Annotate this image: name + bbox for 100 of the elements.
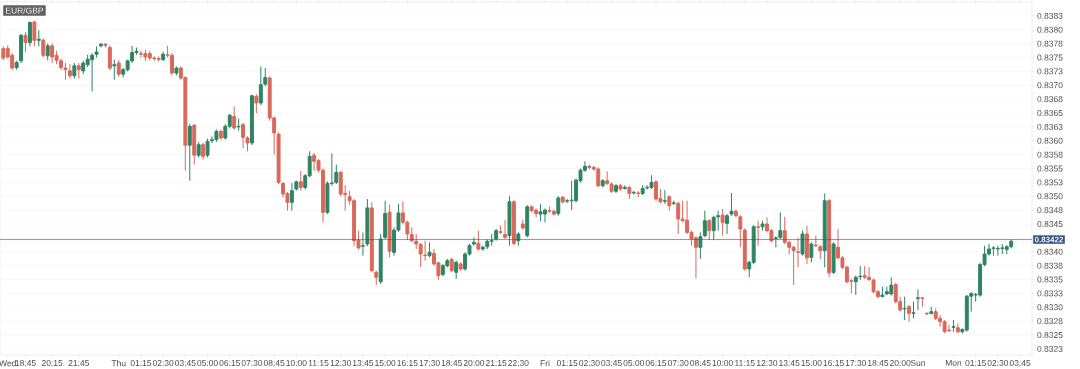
candlestick [880,286,885,298]
candlestick [1000,243,1005,255]
candlestick [853,275,858,296]
x-tick-label: 20:15 [41,360,63,367]
candlestick [249,94,254,146]
x-tick-label: 21:15 [485,360,507,367]
candlestick [822,192,827,268]
y-tick-label: 0.8370 [1037,82,1063,89]
y-tick-label: 0.8380 [1037,26,1063,33]
candlestick [662,189,667,205]
candlestick [760,220,765,232]
candlestick [369,201,374,273]
y-tick-label: 0.8363 [1037,123,1063,130]
candlestick [538,203,543,222]
x-tick-label: 12:30 [757,360,778,367]
candlestick [41,37,46,58]
candlestick [67,63,72,80]
candlestick [116,59,121,78]
candlestick [525,204,530,238]
y-tick-label: 0.8348 [1037,207,1063,214]
candlestick [72,62,77,80]
candlestick [489,233,494,247]
y-tick-label: 0.8333 [1037,290,1063,297]
x-tick-label: 08:45 [263,360,285,367]
x-tick-label: 22:30 [508,360,529,367]
candlestick [27,20,32,47]
x-tick-label: 10:00 [712,360,733,367]
candlestick [50,43,55,64]
candlestick [711,215,716,241]
candlestick [889,276,894,297]
x-tick-label: 13:45 [352,360,374,367]
candlestick [99,42,103,49]
x-tick-label: 11:15 [308,360,329,366]
candlestick [547,205,552,214]
candlestick [560,195,565,204]
candlestick [236,118,241,132]
x-tick-label: 16:15 [397,360,418,367]
x-tick-label: 21:45 [68,360,90,367]
x-tick-label: 20:00 [890,360,911,367]
candlestick [667,194,672,212]
candlestick [112,59,117,81]
candlestick [458,261,463,272]
candlestick [312,152,317,172]
candlestick [449,257,454,273]
x-tick-label: 05:00 [623,360,645,367]
x-tick-label: 18:45 [441,360,462,367]
candlestick [600,178,605,188]
candlestick [1004,244,1009,255]
x-tick-label: Wed [0,360,16,367]
candlestick [818,244,823,260]
candlestick [640,184,645,196]
candlestick [756,220,761,247]
candlestick [174,65,179,76]
y-tick-label: 0.8323 [1037,345,1063,352]
candlestick [192,123,197,166]
x-tick-label: Thu [111,360,126,367]
candlestick [636,190,641,198]
candlestick [156,55,161,62]
x-tick-label: 07:30 [667,360,689,367]
x-tick-label: 18:45 [868,360,889,367]
candlestick [32,20,37,47]
candlestick [915,289,920,311]
candlestick [529,205,534,213]
candlestick [596,166,601,188]
y-tick-label: 0.8368 [1037,96,1063,103]
candlestick [161,51,166,62]
candlestick [556,195,561,217]
x-tick-label: 01:15 [965,360,986,367]
x-tick-label: 17:30 [419,360,440,367]
text: EUR/GBP [6,7,44,14]
candlestick [649,174,654,190]
y-tick-label: 0.8375 [1037,54,1063,61]
candlestick [627,185,632,200]
x-tick-label: 06:15 [645,360,667,367]
y-tick-label: 0.8365 [1037,110,1063,116]
candlestick [454,260,459,280]
x-tick-label: 08:45 [690,360,711,367]
candlestick [516,231,521,247]
y-tick-label: 0.8360 [1037,137,1063,144]
candlestick [36,29,41,47]
candlestick [614,183,618,194]
candlestick [45,43,50,61]
candlestick [23,31,28,53]
candlestick [902,296,907,321]
candlestick [1,45,6,61]
candlestick [152,55,157,62]
candlestick [676,201,681,235]
y-tick-label: 0.8335 [1037,276,1063,283]
candlestick [720,208,725,237]
x-tick-label: 13:45 [779,360,800,367]
y-tick-label: 0.8340 [1037,248,1063,255]
y-tick-label: 0.8325 [1037,332,1063,339]
candlestick [476,230,481,252]
candlestick [520,219,525,231]
x-tick-label: 15:00 [375,360,396,367]
x-tick-label: Sun [910,360,925,367]
candlestick [809,241,814,263]
x-tick-label: 12:30 [330,360,351,367]
candlestick [205,138,210,158]
candlestick [289,182,294,212]
